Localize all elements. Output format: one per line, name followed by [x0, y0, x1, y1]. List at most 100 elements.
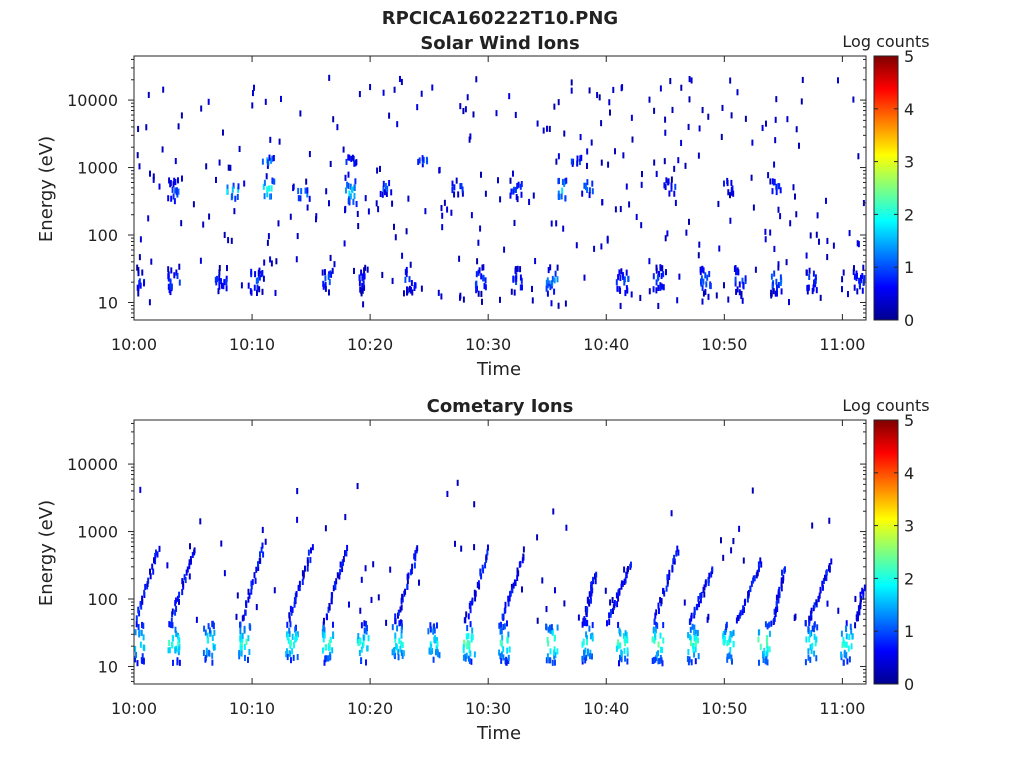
- heatmap-cell: [501, 634, 504, 641]
- heatmap-cell: [623, 633, 625, 640]
- heatmap-cell: [702, 290, 705, 297]
- heatmap-cell: [475, 287, 478, 294]
- heatmap-cell: [583, 182, 586, 189]
- heatmap-cell: [591, 587, 594, 594]
- heatmap-cell: [168, 287, 171, 294]
- heatmap-cell: [271, 178, 274, 185]
- heatmap-cell: [433, 636, 436, 643]
- heatmap-cell: [553, 635, 556, 642]
- heatmap-cell: [795, 211, 798, 218]
- heatmap-cell: [470, 634, 473, 641]
- heatmap-cell: [545, 657, 548, 664]
- heatmap-cell: [621, 84, 624, 91]
- heatmap-cell: [261, 526, 264, 533]
- heatmap-cell: [226, 188, 229, 195]
- heatmap-cell: [510, 288, 513, 295]
- heatmap-cell: [626, 637, 629, 644]
- x-tick-label: 10:30: [465, 699, 511, 718]
- heatmap-cell: [789, 220, 792, 227]
- heatmap-cell: [393, 651, 396, 658]
- heatmap-cell: [329, 254, 332, 261]
- heatmap-cell: [657, 602, 660, 609]
- heatmap-cell: [687, 632, 690, 639]
- heatmap-cell: [360, 269, 363, 276]
- heatmap-cell: [264, 538, 267, 545]
- heatmap-cell: [468, 657, 471, 664]
- heatmap-cell: [701, 107, 704, 114]
- heatmap-cell: [175, 605, 178, 612]
- heatmap-cell: [718, 245, 721, 252]
- heatmap-cell: [546, 636, 549, 643]
- heatmap-cell: [816, 624, 819, 631]
- heatmap-cell: [174, 609, 177, 616]
- heatmap-cell: [515, 275, 518, 282]
- heatmap-cell: [268, 154, 271, 161]
- heatmap-cell: [328, 279, 331, 286]
- heatmap-cell: [609, 109, 611, 116]
- heatmap-cell: [561, 187, 564, 194]
- heatmap-cell: [238, 145, 241, 152]
- heatmap-cell: [328, 603, 331, 610]
- heatmap-cell: [795, 126, 798, 133]
- heatmap-cell: [309, 557, 312, 564]
- heatmap-cell: [391, 624, 394, 631]
- heatmap-cell: [436, 645, 439, 652]
- heatmap-cell: [734, 265, 737, 272]
- heatmap-cell: [504, 601, 507, 608]
- heatmap-cell: [506, 647, 509, 654]
- heatmap-cell: [657, 302, 660, 309]
- heatmap-cell: [588, 625, 591, 632]
- heatmap-cell: [626, 647, 629, 654]
- heatmap-cell: [505, 659, 508, 666]
- heatmap-cell: [655, 651, 658, 658]
- heatmap-cell: [420, 90, 423, 97]
- heatmap-cell: [455, 177, 458, 184]
- heatmap-cell: [758, 566, 760, 573]
- heatmap-cell: [850, 643, 853, 650]
- heatmap-cell: [591, 188, 594, 195]
- y-tick-label: 1000: [77, 159, 118, 178]
- heatmap-cell: [658, 270, 660, 277]
- heatmap-cell: [810, 648, 813, 655]
- heatmap-cell: [347, 171, 350, 178]
- heatmap-cell: [514, 267, 517, 274]
- heatmap-cell: [852, 268, 855, 275]
- heatmap-cell: [241, 641, 243, 648]
- heatmap-cell: [410, 286, 412, 293]
- heatmap-cell: [355, 201, 358, 208]
- heatmap-cell: [732, 641, 735, 648]
- heatmap-cell: [409, 261, 412, 268]
- heatmap-cell: [351, 154, 354, 161]
- heatmap-cell: [678, 273, 681, 280]
- heatmap-cell: [400, 597, 403, 604]
- heatmap-cell: [558, 193, 561, 200]
- heatmap-cell: [226, 265, 228, 272]
- heatmap-cell: [254, 271, 257, 278]
- x-tick-label: 11:00: [819, 699, 865, 718]
- heatmap-cell: [514, 111, 517, 118]
- heatmap-cell: [499, 628, 502, 635]
- heatmap-cell: [363, 273, 366, 280]
- heatmap-cell: [454, 540, 456, 547]
- heatmap-cell: [137, 125, 140, 132]
- heatmap-cell: [812, 284, 815, 291]
- heatmap-cell: [273, 178, 276, 185]
- heatmap-cell: [502, 646, 505, 653]
- heatmap-cell: [400, 632, 403, 639]
- heatmap-cell: [553, 103, 556, 110]
- heatmap-cell: [265, 173, 268, 180]
- heatmap-cell: [484, 562, 487, 569]
- heatmap-cell: [193, 547, 196, 554]
- heatmap-cell: [660, 657, 663, 664]
- heatmap-cell: [404, 276, 407, 283]
- heatmap-cell: [655, 609, 658, 616]
- heatmap-cell: [653, 618, 656, 625]
- heatmap-cell: [554, 587, 556, 594]
- y-tick-label: 10000: [67, 91, 118, 110]
- heatmap-cell: [343, 240, 346, 247]
- heatmap-cell: [757, 636, 760, 643]
- heatmap-cell: [363, 267, 366, 274]
- heatmap-cell: [152, 173, 155, 180]
- heatmap-cell: [659, 264, 662, 271]
- heatmap-cell: [310, 547, 312, 554]
